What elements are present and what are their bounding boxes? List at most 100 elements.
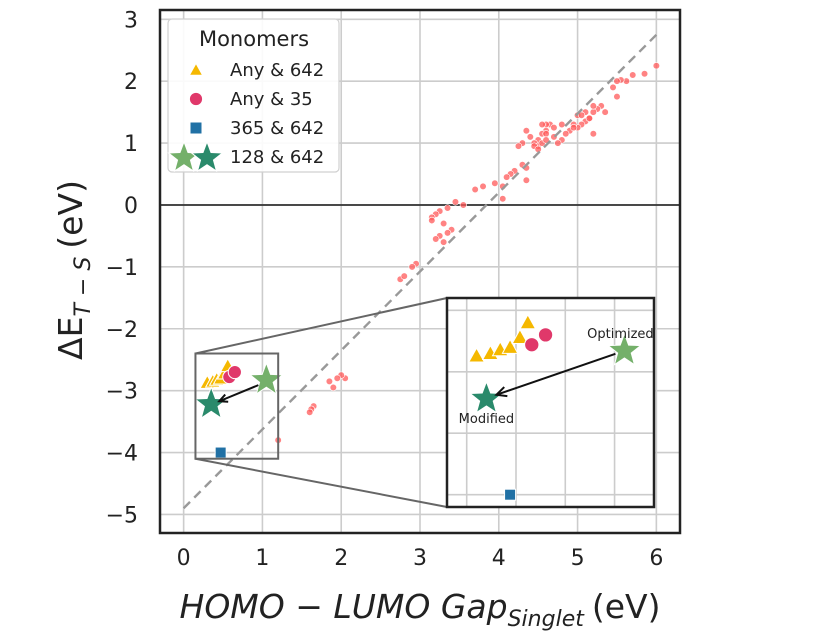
series-points	[193, 357, 284, 459]
legend-label: Any & 35	[230, 89, 313, 110]
background-point	[443, 204, 452, 212]
legend-entry: Any & 35	[188, 89, 313, 110]
annotation-modified: Modified	[459, 412, 514, 427]
reference-line-layer	[182, 33, 658, 510]
background-point	[640, 70, 649, 78]
legend-marker-triangle	[188, 62, 204, 76]
x-tick-label: 2	[334, 546, 348, 571]
background-point	[609, 83, 617, 91]
y-tick-label: 3	[124, 8, 138, 33]
background-point	[471, 185, 479, 194]
zoom-box	[194, 352, 280, 460]
x-axis-title: HOMO − LUMO GapSinglet (eV)	[180, 587, 661, 632]
background-point	[479, 182, 487, 190]
background-point	[562, 130, 570, 138]
background-point	[542, 130, 550, 138]
inset-frame	[445, 296, 656, 509]
background-point	[329, 383, 337, 392]
legend-label: 365 & 642	[230, 118, 324, 139]
data-point-star	[193, 385, 229, 420]
y-tick-label: 2	[124, 70, 138, 95]
data-point-circle	[227, 364, 242, 380]
background-point	[558, 120, 566, 129]
background-points	[274, 62, 660, 444]
x-tick-label: 5	[571, 546, 585, 571]
annotation-optimized: Optimized	[587, 327, 654, 342]
background-point	[400, 272, 408, 280]
inset-arrow-head	[494, 386, 508, 398]
background-point	[589, 108, 597, 116]
inset-annotations: Optimized Modified	[459, 327, 654, 427]
y-tick-label: 0	[124, 194, 138, 219]
y-tick-label: −2	[106, 318, 138, 343]
y-axis-title-unit: (eV)	[51, 180, 90, 249]
background-point	[577, 111, 586, 119]
y-axis-title: ΔET − S (eV)	[51, 180, 96, 360]
background-point	[325, 377, 333, 385]
x-tick-label: 3	[413, 546, 427, 571]
background-point	[333, 374, 341, 382]
background-point	[503, 173, 511, 181]
background-point	[538, 120, 546, 129]
background-point	[522, 127, 530, 135]
y-tick-label: −1	[106, 256, 138, 281]
legend-label: Any & 642	[230, 60, 324, 81]
plot-frame	[158, 8, 682, 535]
inset-panel: Optimized Modified	[445, 296, 656, 509]
background-point	[526, 133, 534, 141]
x-tick-label: 4	[492, 546, 506, 571]
arrow-line	[218, 384, 259, 403]
legend-title: Monomers	[199, 27, 309, 51]
x-tick-label: 1	[255, 546, 269, 571]
inset-point-triangle	[519, 313, 537, 330]
inset-point-square	[504, 488, 517, 501]
background-point	[613, 77, 621, 85]
legend-marker-circle	[188, 91, 204, 107]
inset-arrow-line	[496, 352, 616, 396]
y-tick-labels: 3 2 1 0 −1 −2 −3 −4 −5	[106, 8, 138, 528]
y-tick-label: −5	[106, 503, 138, 528]
legend-entry: Any & 642	[188, 60, 324, 81]
background-point	[613, 93, 621, 101]
background-point	[451, 198, 460, 206]
y-tick-label: −4	[106, 442, 138, 467]
background-point	[652, 62, 660, 70]
y-axis-title-main: ΔE	[51, 317, 90, 360]
background-point	[589, 102, 597, 110]
inset-point-triangle	[501, 338, 519, 354]
background-point	[514, 142, 523, 150]
inset-point-triangle	[468, 347, 486, 363]
background-point	[306, 408, 314, 416]
x-tick-labels: 0 1 2 3 4 5 6	[177, 546, 664, 571]
background-point	[408, 263, 416, 271]
arrow-head	[217, 393, 229, 403]
inset-point-circle	[537, 327, 554, 343]
background-point	[589, 130, 597, 138]
x-tick-label: 6	[649, 546, 663, 571]
zoom-indicator	[194, 297, 448, 508]
background-point	[459, 201, 467, 209]
x-axis-title-main: HOMO − LUMO Gap	[180, 587, 508, 626]
legend-entries: Any & 642 Any & 35 365 & 642 128 & 642	[167, 60, 324, 173]
inset-point-star	[606, 332, 642, 366]
x-axis-title-sub: Singlet	[508, 607, 586, 632]
background-point	[585, 114, 593, 122]
background-point	[601, 108, 609, 116]
background-point	[428, 216, 436, 225]
background-point	[443, 229, 452, 237]
legend-box	[167, 18, 340, 173]
reference-line	[182, 33, 658, 510]
inset-point-circle	[524, 337, 540, 353]
data-point-square	[214, 446, 227, 459]
legend-entry: 365 & 642	[189, 118, 324, 139]
x-axis-title-unit: (eV)	[592, 587, 661, 626]
background-point	[491, 179, 499, 187]
legend-label: 128 & 642	[230, 147, 324, 168]
background-point	[550, 123, 558, 132]
background-point	[629, 71, 637, 79]
legend: Monomers Any & 642 Any & 35 365 & 642 128 &…	[167, 18, 340, 173]
inset-points	[468, 313, 642, 501]
background-point	[522, 176, 530, 184]
inset-grid	[447, 298, 654, 507]
